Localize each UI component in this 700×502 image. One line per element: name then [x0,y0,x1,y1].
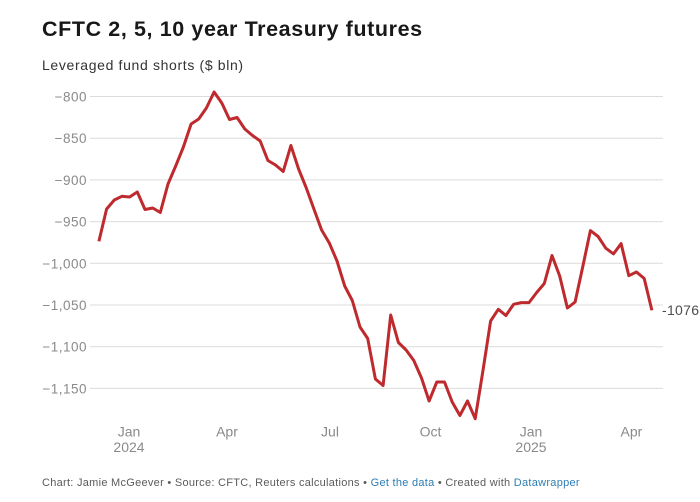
svg-text:−1,050: −1,050 [42,298,87,313]
svg-text:−900: −900 [55,173,87,188]
svg-text:Jul: Jul [321,424,339,440]
svg-text:Jan: Jan [520,424,543,440]
svg-text:−850: −850 [55,131,87,146]
svg-text:2024: 2024 [113,439,144,455]
svg-text:−1,000: −1,000 [42,256,87,271]
svg-text:Jan: Jan [118,424,141,440]
svg-text:Apr: Apr [621,424,643,440]
svg-text:Oct: Oct [420,424,442,440]
svg-text:-1076: -1076 [662,302,699,318]
svg-text:Apr: Apr [216,424,238,440]
svg-text:−1,150: −1,150 [42,381,87,396]
svg-text:−800: −800 [55,90,87,105]
svg-text:−950: −950 [55,215,87,230]
svg-text:−1,100: −1,100 [42,340,87,355]
svg-text:2025: 2025 [515,439,546,455]
